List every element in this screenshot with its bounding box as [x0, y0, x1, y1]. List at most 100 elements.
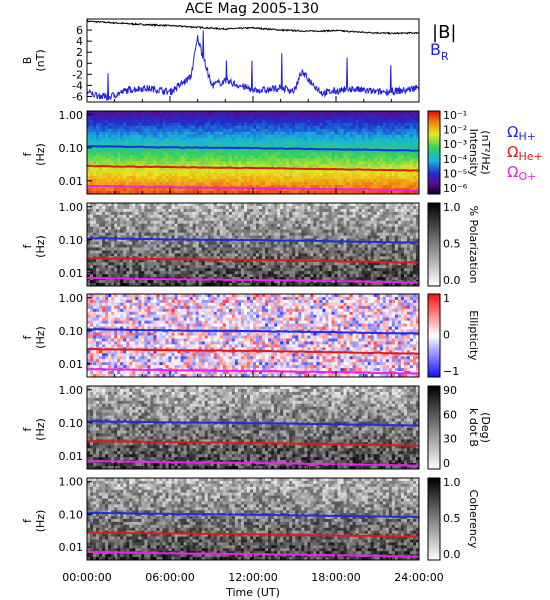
spectrogram-cell	[349, 226, 353, 231]
spectrogram-cell	[298, 203, 302, 207]
spectrogram-cell	[228, 143, 233, 147]
spectrogram-cell	[283, 244, 287, 248]
spectrogram-cell	[237, 203, 242, 207]
spectrogram-cell	[246, 250, 251, 254]
spectrogram-cell	[222, 205, 227, 210]
spectrogram-cell	[337, 191, 341, 195]
spectrogram-cell	[192, 182, 197, 186]
spectrogram-cell	[256, 158, 260, 162]
spectrogram-cell	[123, 173, 127, 177]
spectrogram-cell	[262, 229, 266, 234]
spectrogram-cell	[144, 205, 148, 210]
spectrogram-cell	[313, 119, 317, 124]
spectrogram-cell	[129, 111, 133, 115]
spectrogram-cell	[325, 173, 329, 177]
spectrogram-cell	[165, 140, 169, 144]
spectrogram-cell	[262, 155, 266, 159]
spectrogram-cell	[228, 205, 233, 210]
spectrogram-cell	[180, 235, 184, 239]
spectrogram-cell	[319, 161, 323, 165]
spectrogram-cell	[138, 247, 142, 251]
spectrogram-cell	[222, 131, 227, 136]
spectrogram-cell	[231, 152, 236, 156]
spectrogram-cell	[234, 232, 239, 236]
spectrogram-cell	[358, 241, 363, 245]
spectrogram-cell	[249, 134, 254, 139]
spectrogram-cell	[204, 211, 209, 216]
spectrogram-cell	[385, 164, 390, 168]
spectrogram-cell	[108, 122, 112, 127]
spectrogram-cell	[403, 164, 408, 168]
spectrogram-cell	[292, 155, 296, 159]
spectrogram-cell	[102, 226, 106, 231]
spectrogram-cell	[141, 188, 145, 192]
spectrogram-cell	[253, 111, 257, 115]
spectrogram-cell	[325, 235, 329, 239]
spectrogram-cell	[129, 143, 133, 147]
spectrogram-cell	[394, 173, 399, 177]
spectrogram-cell	[204, 247, 209, 251]
spectrogram-cell	[114, 167, 118, 171]
spectrogram-cell	[231, 176, 236, 180]
spectrogram-cell	[277, 173, 281, 177]
spectrogram-cell	[240, 226, 245, 231]
spectrogram-cell	[96, 179, 100, 183]
spectrogram-cell	[207, 152, 212, 156]
spectrogram-cell	[331, 140, 335, 144]
spectrogram-cell	[316, 223, 320, 228]
spectrogram-cell	[397, 155, 402, 159]
spectrogram-cell	[406, 116, 411, 121]
spectrogram-cell	[189, 143, 194, 147]
spectrogram-cell	[295, 140, 299, 144]
spectrogram-cell	[355, 244, 360, 248]
spectrogram-cell	[177, 111, 181, 115]
series-line-1	[86, 30, 420, 102]
spectrogram-cell	[283, 113, 287, 118]
spectrogram-cell	[358, 116, 363, 121]
field-y-tick-label-2: 2	[76, 46, 83, 59]
spectrogram-cell	[316, 170, 320, 174]
spectrogram-cell	[153, 122, 157, 127]
spectrogram-cell	[283, 125, 287, 130]
spectrogram-cell	[117, 128, 121, 133]
spectrogram-cell	[343, 143, 347, 147]
spectrogram-cell	[307, 250, 311, 254]
spectrogram-cell	[216, 164, 221, 168]
spectrogram-cell	[141, 116, 145, 121]
spectrogram-cell	[313, 122, 317, 127]
spectrogram-cell	[240, 244, 245, 248]
spectrogram-cell	[331, 211, 335, 216]
spectrogram-cell	[105, 140, 109, 144]
spectrogram-cell	[370, 158, 375, 162]
spectrogram-cell	[222, 232, 227, 236]
spectrogram-cell	[177, 244, 181, 248]
spectrogram-cell	[234, 182, 239, 186]
spectrogram-cell	[180, 226, 184, 231]
spectrogram-cell	[234, 191, 239, 195]
spectrogram-cell	[123, 143, 127, 147]
spectrogram-cell	[132, 152, 136, 156]
spectrogram-cell	[231, 203, 236, 207]
spectrogram-cell	[346, 122, 350, 127]
spectrogram-cell	[153, 241, 157, 245]
spectrogram-cell	[385, 140, 390, 144]
spectrogram-cell	[286, 179, 290, 183]
spectrogram-cell	[328, 179, 332, 183]
spectrogram-cell	[385, 119, 390, 124]
spectrogram-cell	[138, 173, 142, 177]
spectrogram-cell	[292, 179, 296, 183]
spectrogram-cell	[280, 179, 284, 183]
spectrogram-cell	[367, 140, 372, 144]
spectrogram-cell	[304, 250, 308, 254]
spectrogram-cell	[397, 203, 402, 207]
spectrogram-cell	[304, 188, 308, 192]
spectrogram-cell	[171, 155, 175, 159]
spectrogram-cell	[415, 226, 420, 231]
spectrogram-cell	[394, 152, 399, 156]
spectrogram-cell	[331, 149, 335, 153]
spectrogram-cell	[234, 211, 239, 216]
spectrogram-cell	[123, 128, 127, 133]
spectrogram-cell	[268, 161, 272, 165]
field-y-tick-label-5: -4	[72, 79, 83, 92]
spectrogram-cell	[274, 241, 278, 245]
